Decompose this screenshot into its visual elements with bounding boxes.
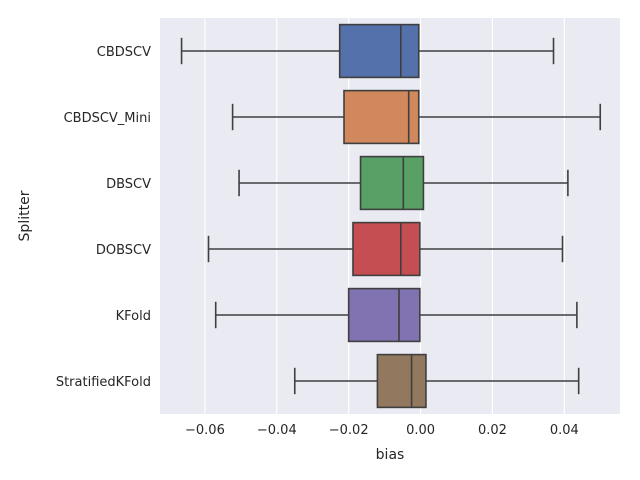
x-axis-label: bias [376, 447, 405, 463]
x-tick-label: 0.02 [478, 423, 507, 438]
x-tick-label: 0.04 [550, 423, 579, 438]
y-axis-categories: CBDSCV CBDSCV_Mini DBSCV DOBSCV KFold Stratif… [56, 45, 151, 390]
grid-lines [204, 18, 565, 414]
y-axis-label: Splitter [17, 190, 33, 241]
x-tick-label: −0.06 [185, 423, 225, 438]
y-category-label: DOBSCV [96, 243, 151, 258]
x-tick-label: −0.04 [257, 423, 297, 438]
plot-area [160, 18, 620, 414]
box-iqr [347, 287, 421, 343]
y-category-label: KFold [116, 309, 151, 324]
x-tick-label: −0.02 [329, 423, 369, 438]
box-iqr [338, 23, 420, 79]
y-category-label: StratifiedKFold [56, 375, 151, 390]
box-iqr [359, 155, 425, 211]
y-category-label: DBSCV [106, 177, 151, 192]
x-tick-label: 0.00 [406, 423, 435, 438]
box-iqr [343, 89, 420, 145]
x-axis-ticks: −0.06 −0.04 −0.02 0.00 0.02 0.04 [185, 423, 579, 438]
box-series [180, 23, 602, 409]
y-category-label: CBDSCV_Mini [64, 111, 151, 126]
box-iqr [376, 353, 427, 409]
y-category-label: CBDSCV [97, 45, 151, 60]
box-iqr [352, 221, 421, 277]
